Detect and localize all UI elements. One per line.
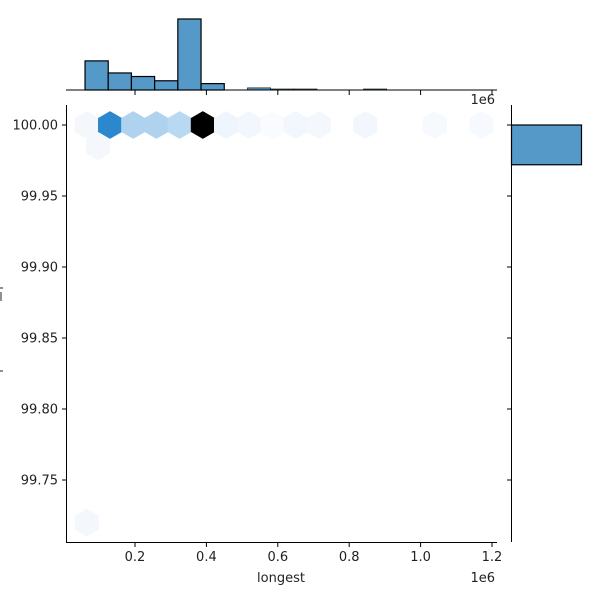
x-tick-label: 1.0 xyxy=(410,550,431,565)
hexbin-cell xyxy=(422,111,447,139)
y-tick-label: 99.85 xyxy=(21,332,58,347)
top-histogram-bar xyxy=(107,72,133,91)
top-marginal-histogram xyxy=(84,18,387,91)
right-marginal-ticks xyxy=(507,124,512,481)
hexbin-cell xyxy=(190,111,215,139)
top-marginal-ticks xyxy=(134,90,493,95)
hexbin-cell xyxy=(144,111,169,139)
hexbin-cell xyxy=(237,111,262,139)
right-marginal-histogram xyxy=(510,124,583,166)
hexbin-cell xyxy=(469,111,494,139)
y-tick-label: 100.00 xyxy=(13,119,59,134)
x-tick-label: 0.2 xyxy=(125,550,146,565)
hexbin-cell xyxy=(260,111,285,139)
hexbin-cell xyxy=(283,111,308,139)
hexbin-cells xyxy=(74,111,494,537)
y-axis-ticks: 100.00 99.95 99.90 99.85 99.80 99.75 xyxy=(13,119,67,489)
top-histogram-bar xyxy=(154,80,179,91)
hexbin-cell xyxy=(353,111,378,139)
y-tick-label: 99.95 xyxy=(21,190,58,205)
y-tick-label: 99.80 xyxy=(21,403,58,418)
hexbin-cell xyxy=(214,111,239,139)
x-tick-label: 1.2 xyxy=(482,550,503,565)
y-tick-label: 99.75 xyxy=(21,474,58,489)
top-histogram-bar xyxy=(177,18,202,91)
x-axis-ticks: 0.2 0.4 0.6 0.8 1.0 1.2 xyxy=(125,542,503,565)
top-histogram-bar xyxy=(200,83,225,91)
x-tick-label: 0.4 xyxy=(196,550,217,565)
x-tick-label: 0.8 xyxy=(339,550,360,565)
top-offset-label: 1e6 xyxy=(470,93,495,108)
top-histogram-bar xyxy=(84,60,109,91)
top-histogram-bar xyxy=(130,75,156,91)
x-offset-label: 1e6 xyxy=(470,571,495,586)
x-tick-label: 0.6 xyxy=(267,550,288,565)
right-histogram-bar xyxy=(510,124,583,166)
y-tick-label: 99.90 xyxy=(21,261,58,276)
hexbin-cell xyxy=(74,508,99,537)
x-axis-label: longest xyxy=(257,571,305,586)
hexbin-cell xyxy=(167,111,192,139)
hexbin-cell xyxy=(86,132,111,161)
hexbin-cell xyxy=(306,111,331,139)
hexbin-cell xyxy=(121,111,146,139)
